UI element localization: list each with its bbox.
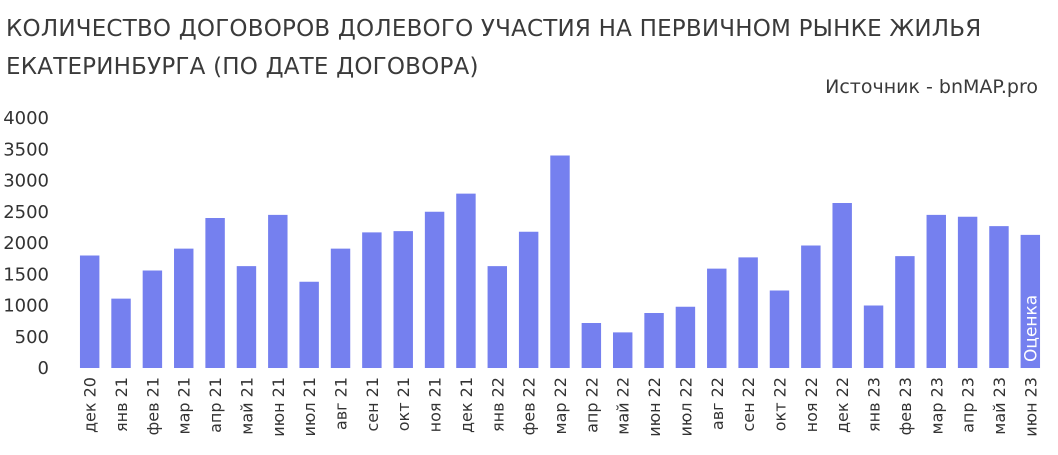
x-tick-label: дек 21: [457, 377, 476, 433]
x-tick-label: май 23: [990, 377, 1009, 435]
x-tick-label: янв 21: [112, 377, 131, 432]
bar: [612, 332, 633, 369]
bar: [989, 226, 1009, 369]
x-axis-ticks: дек 20 янв 21 фев 21 мар 21 апр 21 май 21 июн …: [81, 377, 1041, 437]
x-tick-label: авг 22: [708, 377, 727, 430]
bar: [174, 248, 194, 369]
bar: [832, 203, 852, 368]
bar: [1020, 234, 1041, 369]
bar: [330, 248, 351, 369]
x-tick-label: сен 22: [739, 377, 758, 432]
x-tick-label: июл 21: [300, 377, 319, 437]
bar: [487, 266, 508, 369]
y-tick-label: 0: [38, 358, 49, 379]
bar: [205, 218, 225, 368]
bar: [362, 232, 382, 369]
x-tick-label: дек 22: [833, 377, 852, 433]
chart-title: КОЛИЧЕСТВО ДОГОВОРОВ ДОЛЕВОГО УЧАСТИЯ НА…: [6, 16, 982, 80]
x-tick-label: фев 23: [896, 377, 915, 435]
bar: [111, 298, 131, 369]
bar: [895, 256, 915, 369]
x-tick-label: май 22: [614, 377, 633, 435]
x-tick-label: июн 21: [269, 377, 288, 437]
x-tick-label: апр 23: [959, 377, 978, 433]
bar: [79, 255, 100, 368]
x-tick-label: ноя 21: [426, 377, 445, 432]
x-tick-label: фев 21: [143, 377, 162, 435]
bar: [518, 231, 539, 368]
x-tick-label: сен 21: [363, 377, 382, 432]
x-tick-label: ноя 22: [802, 377, 821, 432]
y-tick-label: 3000: [3, 171, 49, 192]
bar: [393, 231, 413, 369]
bar: [769, 290, 790, 368]
y-tick-label: 4000: [3, 108, 49, 129]
x-tick-label: окт 21: [394, 377, 413, 431]
bar: [644, 313, 664, 368]
bar: [299, 281, 319, 368]
bar: [581, 323, 602, 368]
x-tick-label: мар 23: [927, 377, 946, 434]
bar: [236, 266, 257, 369]
x-tick-label: янв 22: [488, 377, 507, 432]
x-tick-label: апр 21: [206, 377, 225, 433]
y-tick-label: 1000: [3, 296, 49, 317]
y-tick-label: 1500: [3, 264, 49, 285]
source-label: Источник - bnMAP.pro: [825, 76, 1038, 98]
bar: [863, 305, 884, 368]
bar: [142, 270, 163, 368]
y-axis-ticks: 0 500 1000 1500 2000 2500 3000 3500 4000: [3, 108, 49, 379]
x-tick-label: дек 20: [81, 377, 100, 433]
bar: [456, 193, 476, 369]
bar: [738, 257, 758, 369]
estimate-annotation: Оценка: [1021, 295, 1041, 362]
bar: [707, 268, 727, 369]
bar: [550, 155, 570, 368]
x-tick-label: мар 22: [551, 377, 570, 434]
x-tick-label: апр 22: [582, 377, 601, 433]
bar: [424, 211, 445, 368]
bar: [957, 216, 978, 368]
x-tick-label: мар 21: [175, 377, 194, 434]
x-tick-label: май 21: [237, 377, 256, 435]
x-tick-label: июн 23: [1021, 377, 1040, 437]
bar: [675, 306, 696, 368]
x-tick-label: фев 22: [520, 377, 539, 435]
bar: [926, 214, 946, 369]
y-tick-label: 3500: [3, 139, 49, 160]
x-tick-label: авг 21: [332, 377, 351, 430]
x-tick-label: окт 22: [770, 377, 789, 431]
bar: [268, 214, 288, 369]
y-tick-label: 2500: [3, 202, 49, 223]
x-tick-label: июл 22: [676, 377, 695, 437]
bar: [801, 245, 821, 368]
x-tick-label: июн 22: [645, 377, 664, 437]
y-tick-label: 500: [15, 327, 49, 348]
y-tick-label: 2000: [3, 233, 49, 254]
x-tick-label: янв 23: [865, 377, 884, 432]
bars-group: [79, 155, 1041, 369]
